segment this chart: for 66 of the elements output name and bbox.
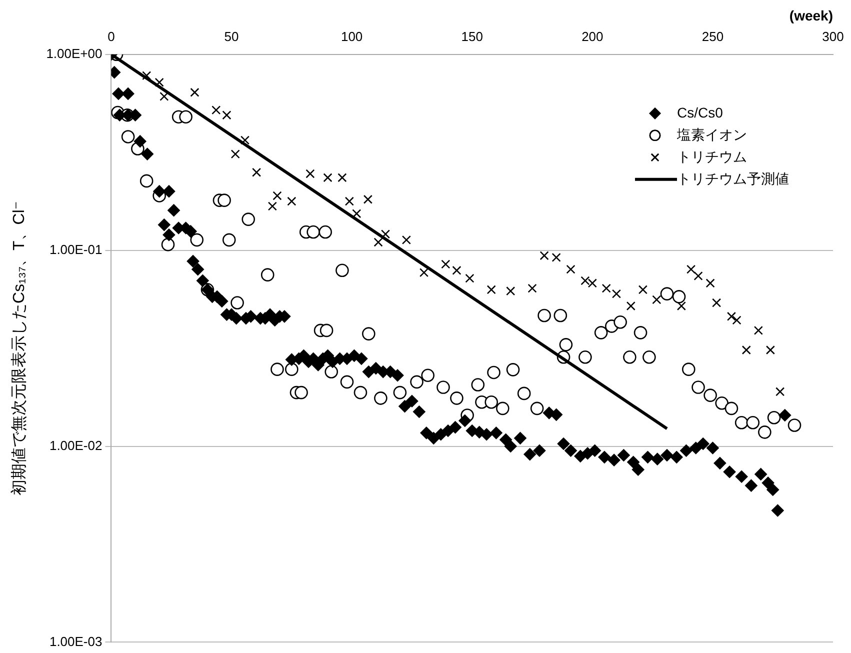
legend-label: トリチウム予測値 <box>677 170 789 186</box>
point <box>486 285 496 294</box>
point <box>222 110 232 120</box>
point <box>552 252 561 262</box>
point <box>686 264 696 274</box>
point <box>402 235 411 244</box>
point <box>465 274 474 283</box>
point <box>766 345 775 355</box>
point <box>352 209 362 218</box>
point <box>212 106 221 115</box>
point <box>580 276 590 286</box>
x-tick-label: 100 <box>340 29 363 44</box>
point <box>726 312 736 321</box>
point <box>240 136 250 145</box>
point <box>694 271 703 280</box>
x-tick-label: 0 <box>108 29 115 44</box>
point <box>287 196 296 206</box>
point <box>676 301 686 311</box>
x-tick-label: 250 <box>702 29 724 44</box>
point <box>441 260 450 269</box>
point <box>363 194 372 204</box>
legend-label: Cs/Cs0 <box>677 104 724 120</box>
point <box>652 295 662 304</box>
point <box>776 387 785 396</box>
point <box>306 169 315 178</box>
point <box>154 78 164 87</box>
point <box>732 316 742 325</box>
point <box>540 251 549 260</box>
y-axis-title: 初期値で無次元限表示したCs₁₃₇、T、Cl⁻ <box>10 201 28 496</box>
point <box>754 326 763 335</box>
point <box>528 284 537 293</box>
point <box>602 284 611 293</box>
x-tick-label: 200 <box>582 29 604 44</box>
point <box>626 301 636 311</box>
x-axis-title: (week) <box>789 7 833 24</box>
y-tick-label: 1.00E-03 <box>49 634 102 649</box>
point <box>742 345 751 355</box>
point <box>566 264 576 274</box>
x-tick-label: 50 <box>224 29 239 44</box>
point <box>142 71 152 80</box>
point <box>380 230 390 239</box>
x-tick-label: 300 <box>822 29 844 44</box>
point <box>374 238 383 247</box>
point <box>344 196 354 206</box>
point <box>160 92 169 101</box>
point <box>268 202 277 211</box>
point <box>452 266 462 275</box>
point <box>419 268 429 278</box>
point <box>190 88 200 97</box>
legend-label: 塩素イオン <box>676 126 747 142</box>
point <box>323 173 332 182</box>
x-tick-label: 150 <box>461 29 483 44</box>
point <box>272 191 282 200</box>
point <box>588 278 597 288</box>
y-tick-label: 1.00E-02 <box>49 438 102 453</box>
point <box>230 150 240 159</box>
point <box>338 173 347 182</box>
legend-label: トリチウム <box>677 148 747 164</box>
y-tick-label: 1.00E+00 <box>46 46 102 61</box>
point <box>706 278 715 288</box>
point <box>638 285 648 294</box>
point <box>712 298 722 308</box>
point <box>252 168 262 177</box>
point <box>612 289 622 298</box>
y-tick-label: 1.00E-01 <box>49 242 102 257</box>
point <box>506 286 516 296</box>
